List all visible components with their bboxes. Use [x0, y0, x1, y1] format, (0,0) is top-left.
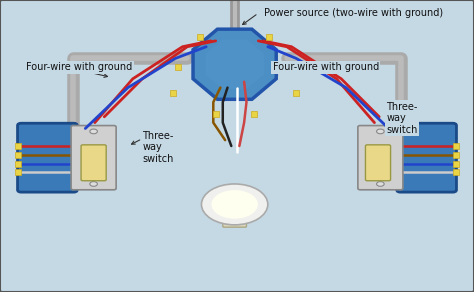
Circle shape [90, 129, 98, 134]
Circle shape [376, 129, 384, 134]
Polygon shape [206, 40, 264, 89]
FancyBboxPatch shape [223, 215, 246, 227]
FancyBboxPatch shape [397, 123, 456, 192]
Polygon shape [193, 29, 276, 99]
Circle shape [376, 182, 384, 186]
Circle shape [201, 184, 268, 225]
Text: Three-
way
switch: Three- way switch [386, 102, 418, 135]
FancyBboxPatch shape [358, 126, 403, 190]
Circle shape [90, 182, 98, 186]
Text: Four-wire with ground: Four-wire with ground [26, 62, 132, 72]
Text: Three-
way
switch: Three- way switch [142, 131, 173, 164]
Text: Four-wire with ground: Four-wire with ground [273, 62, 379, 72]
FancyBboxPatch shape [71, 126, 116, 190]
FancyBboxPatch shape [81, 145, 106, 181]
FancyBboxPatch shape [365, 145, 391, 181]
Text: Power source (two-wire with ground): Power source (two-wire with ground) [264, 8, 444, 18]
Circle shape [211, 190, 258, 219]
FancyBboxPatch shape [18, 123, 77, 192]
